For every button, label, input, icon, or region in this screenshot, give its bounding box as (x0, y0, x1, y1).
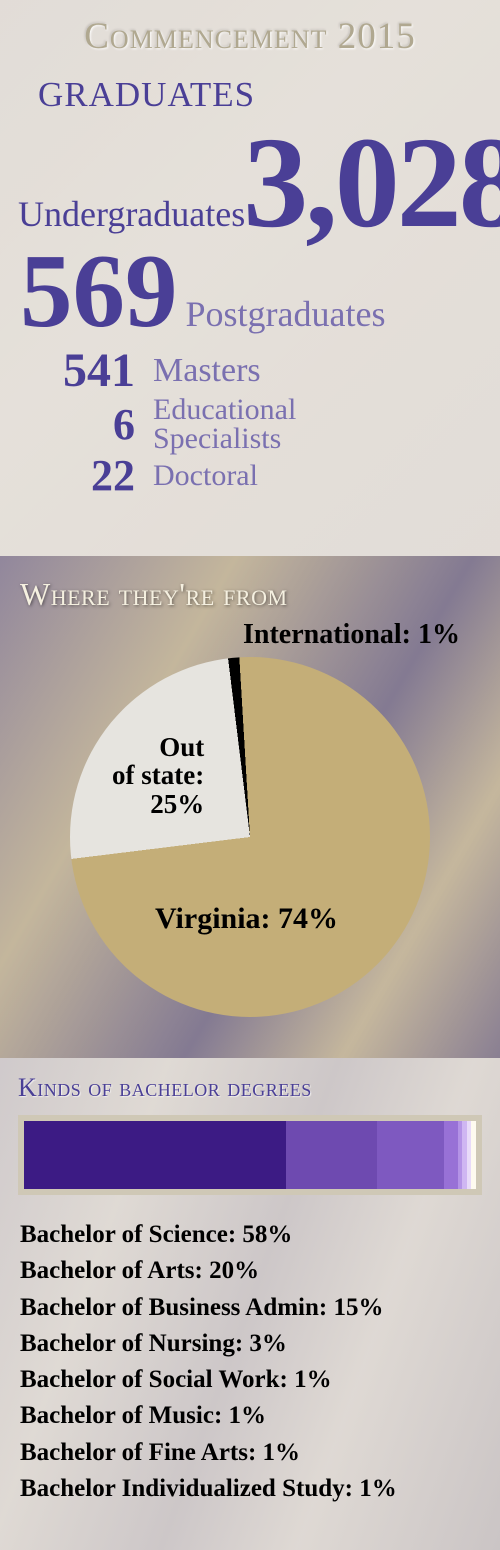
degree-list-item: Bachelor Individualized Study: 1% (20, 1471, 482, 1507)
postgrad-label: Postgraduates (186, 293, 386, 335)
degree-list-item: Bachelor of Business Admin: 15% (20, 1290, 482, 1326)
masters-label: Masters (153, 355, 261, 387)
virginia-label: Virginia: 74% (155, 902, 338, 936)
origin-title: Where they're from (20, 576, 480, 613)
origin-pie (70, 657, 430, 1017)
undergrad-value: 3,028 (243, 128, 500, 239)
doctoral-value: 22 (20, 453, 135, 499)
edspec-value: 6 (20, 402, 135, 448)
graduates-panel: Commencement 2015 graduates Undergraduat… (0, 0, 500, 556)
undergrad-label: Undergraduates (18, 193, 245, 235)
edspec-label: Educational Specialists (153, 396, 296, 453)
masters-row: 541 Masters (20, 346, 480, 396)
degree-bar-segment (444, 1121, 458, 1189)
degree-list-item: Bachelor of Music: 1% (20, 1398, 482, 1434)
degree-bar (18, 1115, 482, 1195)
degree-bar-segment (471, 1121, 476, 1189)
postgrad-value: 569 (20, 244, 178, 339)
international-label: International: 1% (20, 619, 460, 651)
masters-value: 541 (20, 346, 135, 396)
degree-list-item: Bachelor of Social Work: 1% (20, 1362, 482, 1398)
degree-bar-segment (286, 1121, 376, 1189)
degree-list-item: Bachelor of Nursing: 3% (20, 1326, 482, 1362)
postgrad-breakdown: 541 Masters 6 Educational Specialists 22… (20, 346, 480, 500)
postgrad-row: 569 Postgraduates (20, 244, 480, 339)
doctoral-row: 22 Doctoral (20, 453, 480, 499)
degree-list-item: Bachelor of Arts: 20% (20, 1253, 482, 1289)
undergrad-row: Undergraduates 3,028 (20, 128, 480, 239)
degree-bar-segment (377, 1121, 445, 1189)
origin-panel: Where they're from International: 1% Out… (0, 556, 500, 1058)
out-of-state-label: Out of state: 25% (112, 733, 204, 818)
degree-list-item: Bachelor of Fine Arts: 1% (20, 1435, 482, 1471)
degrees-title: Kinds of bachelor degrees (18, 1073, 482, 1103)
degree-list-item: Bachelor of Science: 58% (20, 1217, 482, 1253)
degree-bar-segment (24, 1121, 286, 1189)
commencement-title: Commencement 2015 (20, 15, 480, 58)
doctoral-label: Doctoral (153, 462, 258, 491)
edspec-row: 6 Educational Specialists (20, 396, 480, 453)
origin-pie-wrap: Out of state: 25% Virginia: 74% (70, 657, 430, 1017)
degrees-panel: Kinds of bachelor degrees Bachelor of Sc… (0, 1058, 500, 1550)
degree-list: Bachelor of Science: 58%Bachelor of Arts… (20, 1217, 482, 1507)
graduates-subtitle: graduates (38, 60, 480, 118)
